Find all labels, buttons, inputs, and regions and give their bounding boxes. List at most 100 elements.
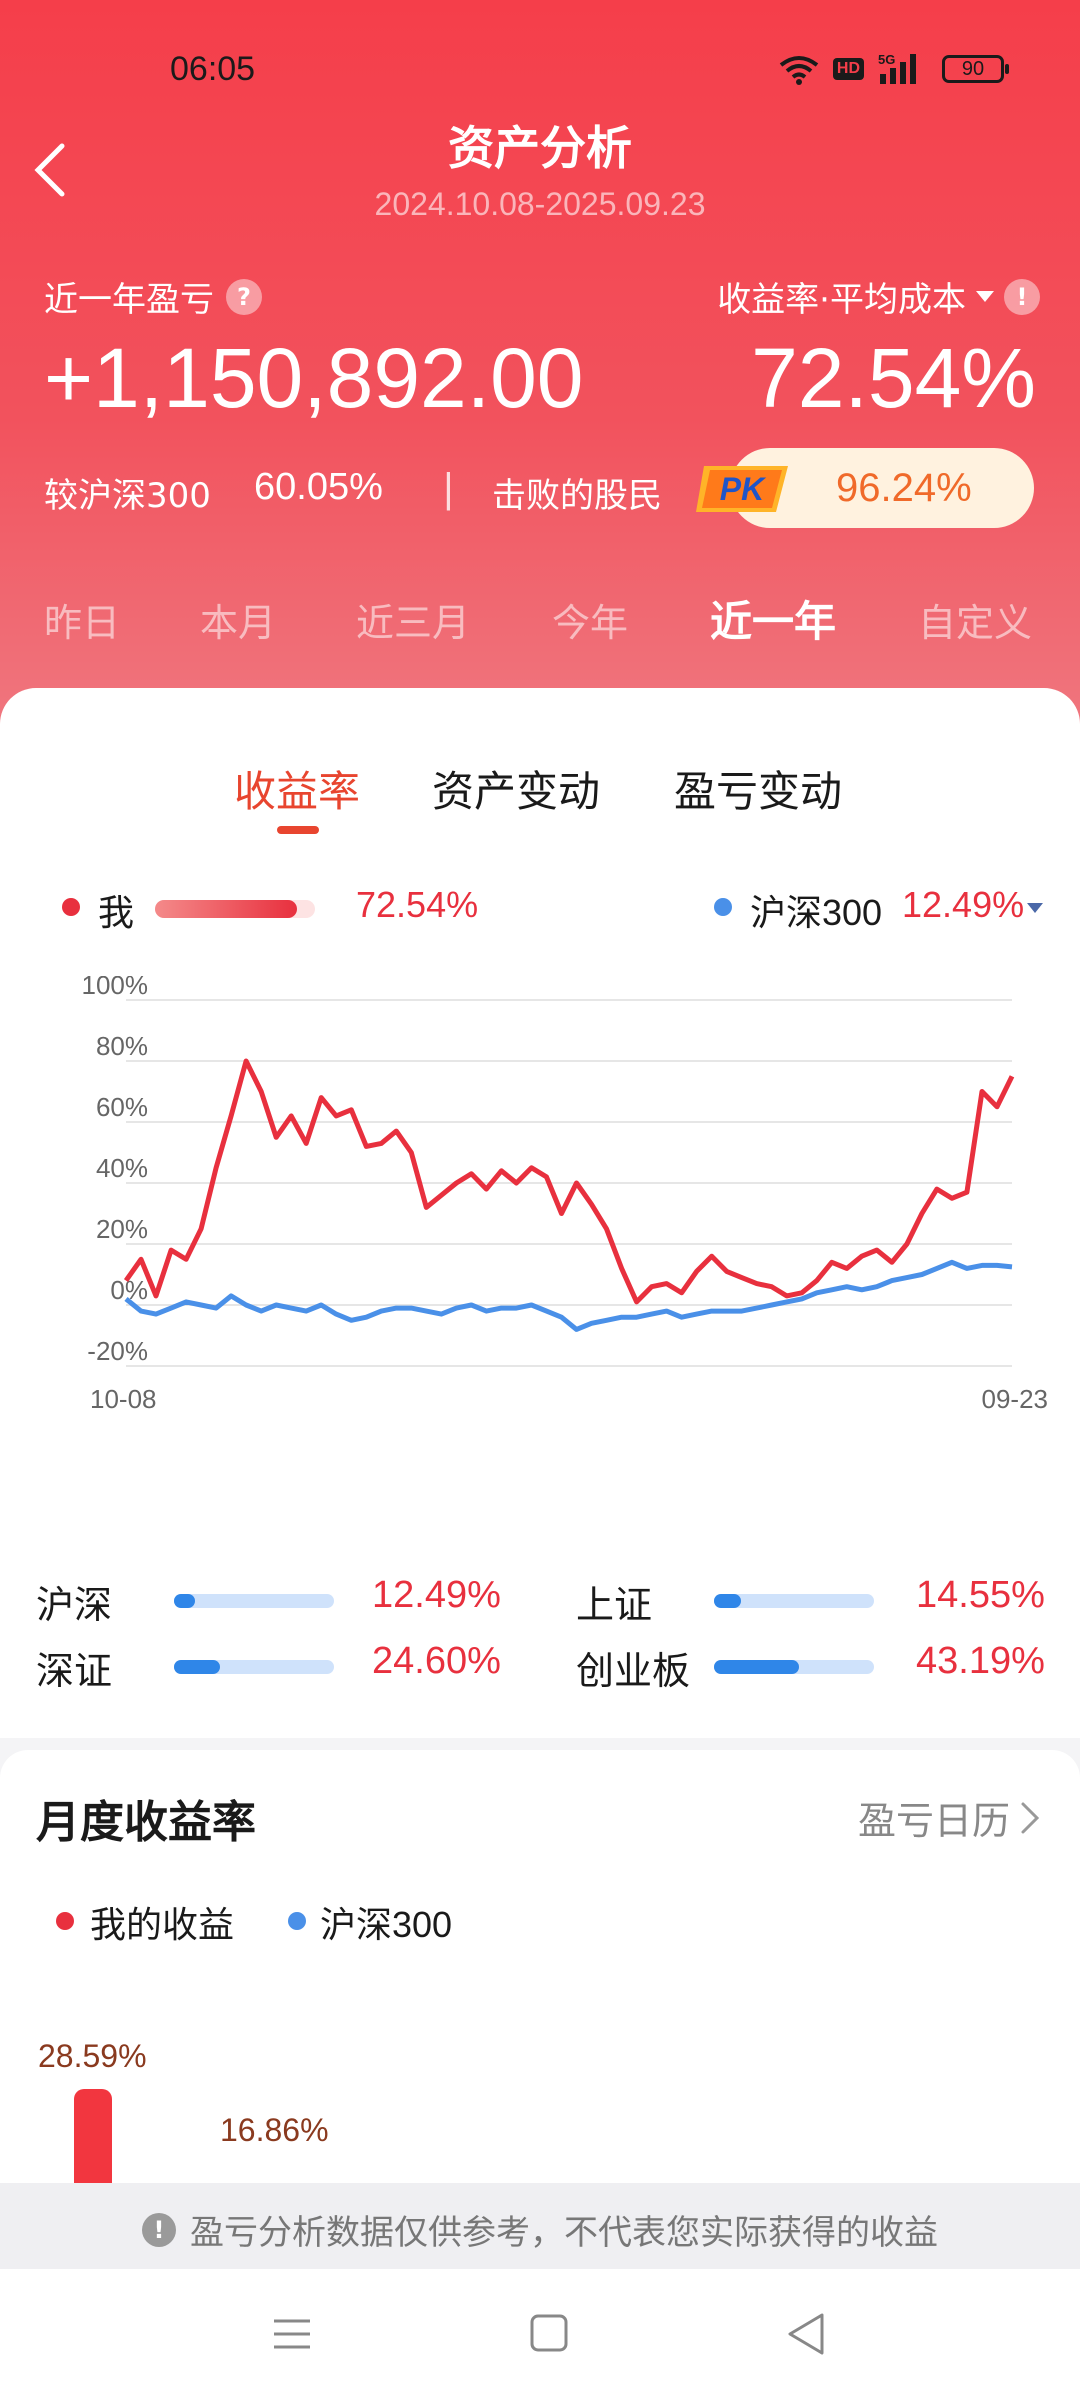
index-bar: [174, 1660, 221, 1674]
month-bar-label: 16.86%: [220, 2112, 329, 2148]
triangle-back-icon: [788, 2313, 824, 2355]
beat-label: 击败的股民: [492, 476, 662, 516]
index-bar: [714, 1660, 799, 1674]
chart-tabs: 收益率 资产变动 盈亏变动: [0, 758, 1080, 838]
chart-legend: 我 72.54% 沪深300 12.49%: [0, 878, 1080, 938]
divider: |: [442, 466, 455, 510]
index-value: 12.49%: [372, 1574, 501, 1616]
index-bar-track: [174, 1594, 334, 1608]
index-comparison: 沪深 12.49% 上证 14.55% 深证 24.60% 创业板 43.19%: [0, 1568, 1080, 1718]
series-line: [124, 1259, 1013, 1332]
metric-label[interactable]: 收益率·平均成本: [717, 280, 966, 320]
disclaimer-text: 盈亏分析数据仅供参考，不代表您实际获得的收益: [190, 2213, 938, 2253]
legend-me-value: 72.54%: [356, 884, 479, 925]
index-value: 43.19%: [916, 1640, 1045, 1682]
question-icon[interactable]: ?: [226, 278, 262, 315]
legend-me-label: 我: [98, 893, 135, 934]
legend-bench-label: 沪深300: [320, 1904, 453, 1945]
pk-badge-icon[interactable]: PK: [696, 462, 792, 516]
y-tick-label: 40%: [96, 1153, 148, 1183]
y-tick-label: 80%: [96, 1031, 148, 1061]
legend-mine-label: 我的收益: [90, 1905, 235, 1946]
tab-pl-change[interactable]: 盈亏变动: [674, 767, 843, 816]
status-icons: HD 5G 90: [779, 52, 1009, 86]
battery-icon: 90: [942, 55, 1009, 83]
y-tick-label: 20%: [96, 1214, 148, 1244]
network-label: 5G: [878, 52, 895, 67]
tab-one-year[interactable]: 近一年: [710, 597, 837, 646]
tab-this-year[interactable]: 今年: [552, 601, 629, 645]
chevron-right-icon[interactable]: [1020, 1801, 1040, 1835]
hd-badge: HD: [832, 58, 864, 80]
index-bar: [714, 1594, 742, 1608]
compare-label: 较沪深300: [44, 476, 211, 516]
returns-chart: 100%80%60%40%20%0%-20%10-08 09-23: [82, 976, 1049, 1414]
signal-icon: 5G: [878, 52, 916, 84]
pl-value: +1,150,892.00: [44, 331, 584, 425]
back-nav-button[interactable]: [766, 2299, 846, 2369]
status-time: 06:05: [170, 50, 256, 88]
x-tick-label: 09-23: [982, 1384, 1049, 1414]
index-value: 24.60%: [372, 1640, 501, 1682]
tab-three-months[interactable]: 近三月: [356, 601, 471, 645]
series-line: [123, 1058, 1015, 1305]
system-nav-bar: [0, 2269, 1080, 2400]
x-tick-label: 10-08: [90, 1384, 157, 1414]
return-value: 72.54%: [751, 331, 1036, 425]
status-bar: 06:05 HD 5G 90: [0, 40, 1080, 100]
home-button[interactable]: [510, 2299, 590, 2369]
compare-value: 60.05%: [254, 466, 383, 508]
active-tab-indicator: [277, 826, 319, 834]
legend-dot-me: [62, 898, 80, 916]
beat-value[interactable]: 96.24%: [836, 466, 972, 510]
tab-yesterday[interactable]: 昨日: [44, 601, 121, 645]
info-icon[interactable]: !: [1004, 278, 1040, 315]
monthly-title: 月度收益率: [36, 1797, 256, 1848]
calendar-link[interactable]: 盈亏日历: [858, 1790, 1040, 1845]
caret-down-icon[interactable]: [976, 291, 994, 302]
menu-icon: [274, 2319, 310, 2349]
legend-bench-value[interactable]: 12.49%: [902, 884, 1025, 925]
index-name: 创业板: [576, 1649, 691, 1693]
menu-button[interactable]: [252, 2299, 332, 2369]
period-tabs: 昨日 本月 近三月 今年 近一年 自定义: [0, 580, 1080, 660]
wifi-icon: [779, 56, 819, 85]
header: 06:05 HD 5G 90 资产分析 2024.10.08-2025.09.: [0, 0, 1080, 760]
summary-values: +1,150,892.00 72.54%: [44, 330, 1036, 430]
index-bar-track: [714, 1594, 874, 1608]
page-title: 资产分析: [448, 121, 632, 175]
legend-dot-bench: [714, 898, 732, 916]
alert-icon: !: [142, 2212, 176, 2247]
calendar-link-label[interactable]: 盈亏日历: [857, 1799, 1010, 1843]
y-tick-label: -20%: [87, 1336, 148, 1366]
index-item: 上证 14.55%: [576, 1568, 1080, 1628]
back-button[interactable]: [30, 140, 80, 210]
legend-dot-mine: [56, 1912, 74, 1930]
legend-bench-label[interactable]: 沪深300: [750, 892, 883, 933]
index-item: 沪深 12.49%: [36, 1568, 556, 1628]
monthly-legend: 我的收益 沪深300: [0, 1890, 1080, 1950]
disclaimer-bar: ! 盈亏分析数据仅供参考，不代表您实际获得的收益: [0, 2183, 1080, 2269]
pl-label-group: 近一年盈亏 ?: [44, 272, 262, 321]
index-name: 沪深: [36, 1583, 113, 1627]
tab-custom[interactable]: 自定义: [918, 601, 1033, 645]
index-item: 创业板 43.19%: [576, 1634, 1080, 1694]
legend-dot-bench: [288, 1912, 306, 1930]
month-bar-label: 28.59%: [38, 2038, 147, 2074]
index-name: 深证: [36, 1649, 113, 1693]
home-square-icon: [530, 2314, 568, 2352]
date-range: 2024.10.08-2025.09.23: [374, 186, 706, 222]
pl-label: 近一年盈亏: [44, 280, 214, 320]
tab-return-rate[interactable]: 收益率: [234, 767, 361, 816]
metric-selector[interactable]: 收益率·平均成本 !: [717, 272, 1040, 321]
index-item: 深证 24.60%: [36, 1634, 556, 1694]
compare-row: 较沪深300 60.05% | 击败的股民 PK 96.24%: [44, 448, 1044, 528]
bench-dropdown-icon[interactable]: [1026, 902, 1044, 914]
index-name: 上证: [576, 1583, 653, 1627]
summary-labels: 近一年盈亏 ? 收益率·平均成本 !: [44, 268, 1040, 324]
tab-asset-change[interactable]: 资产变动: [432, 767, 601, 816]
legend-me-bar: [155, 900, 297, 918]
returns-card: 收益率 资产变动 盈亏变动 我 72.54% 沪深300 12.49% 100%…: [0, 688, 1080, 1738]
pk-text: PK: [720, 471, 767, 507]
tab-this-month[interactable]: 本月: [200, 601, 277, 645]
